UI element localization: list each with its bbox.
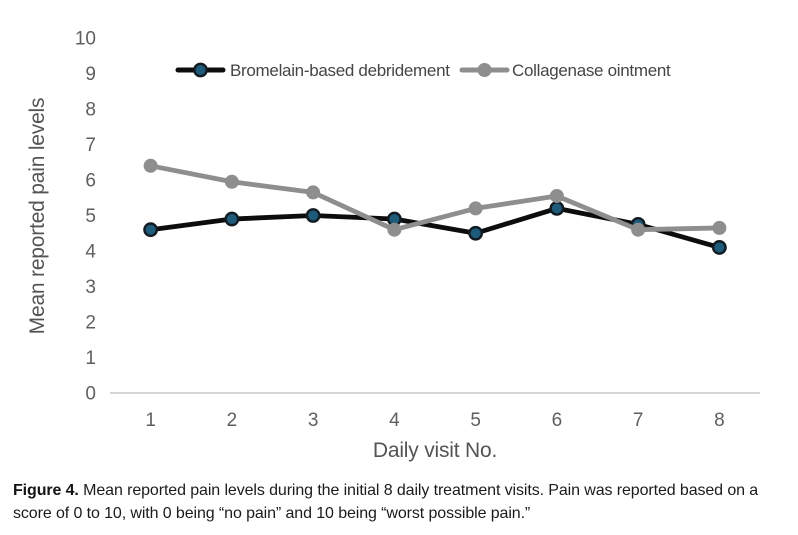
x-axis-title: Daily visit No. [373, 439, 497, 462]
chart-legend: Bromelain-based debridement Collagenase … [175, 61, 671, 80]
data-point-collagenase [143, 158, 158, 173]
series-line-collagenase [148, 163, 722, 233]
figure-caption-text: Mean reported pain levels during the ini… [13, 482, 759, 522]
legend-item-bromelain: Bromelain-based debridement [175, 61, 451, 80]
data-point-bromelain [305, 208, 321, 223]
y-tick-label: 4 [85, 242, 96, 263]
y-axis-title: Mean reported pain levels [26, 98, 49, 335]
x-tick-label: 7 [633, 410, 644, 431]
data-point-collagenase [631, 222, 646, 237]
legend-marker-collagenase [477, 63, 492, 77]
x-tick-label: 2 [227, 410, 238, 431]
data-point-bromelain [711, 240, 727, 255]
legend-label-collagenase: Collagenase ointment [512, 61, 671, 80]
x-tick-label: 8 [714, 410, 725, 431]
x-tick-label: 4 [389, 410, 400, 431]
series-layer [143, 158, 727, 255]
legend-marker-bromelain [193, 62, 208, 78]
data-point-bromelain [468, 225, 484, 241]
data-point-bromelain [143, 222, 159, 238]
y-tick-label: 3 [85, 277, 96, 298]
y-tick-label: 8 [85, 100, 96, 121]
y-tick-label: 1 [85, 348, 96, 369]
data-point-collagenase [224, 174, 239, 189]
figure-caption: Figure 4. Mean reported pain levels duri… [13, 479, 788, 525]
y-tick-label: 9 [85, 64, 96, 85]
legend-item-collagenase: Collagenase ointment [459, 61, 671, 80]
data-point-collagenase [387, 222, 402, 237]
x-tick-label: 6 [552, 410, 563, 431]
y-tick-label: 10 [75, 29, 96, 50]
y-tick-label: 7 [85, 135, 96, 156]
y-tick-label: 5 [85, 206, 96, 227]
x-tick-label: 5 [470, 410, 481, 431]
series-collagenase [143, 158, 727, 237]
x-tick-label: 3 [308, 410, 319, 431]
figure-caption-label: Figure 4. [13, 482, 79, 499]
data-point-collagenase [549, 188, 564, 203]
y-tick-label: 6 [85, 171, 96, 192]
legend-label-bromelain: Bromelain-based debridement [230, 61, 450, 80]
axes-layer: 0 1 2 3 4 5 6 7 8 9 10 1 2 3 4 5 6 7 8 [75, 29, 760, 431]
data-point-bromelain [549, 200, 565, 216]
data-point-collagenase [306, 185, 321, 200]
x-tick-label: 1 [145, 410, 156, 431]
data-point-collagenase [468, 201, 483, 216]
data-point-collagenase [712, 220, 727, 235]
y-tick-label: 0 [85, 384, 96, 405]
pain-levels-line-chart: 0 1 2 3 4 5 6 7 8 9 10 1 2 3 4 5 6 7 8 Daily visit No. Mea… [26, 29, 760, 462]
y-tick-label: 2 [85, 313, 96, 334]
data-point-bromelain [224, 211, 240, 227]
